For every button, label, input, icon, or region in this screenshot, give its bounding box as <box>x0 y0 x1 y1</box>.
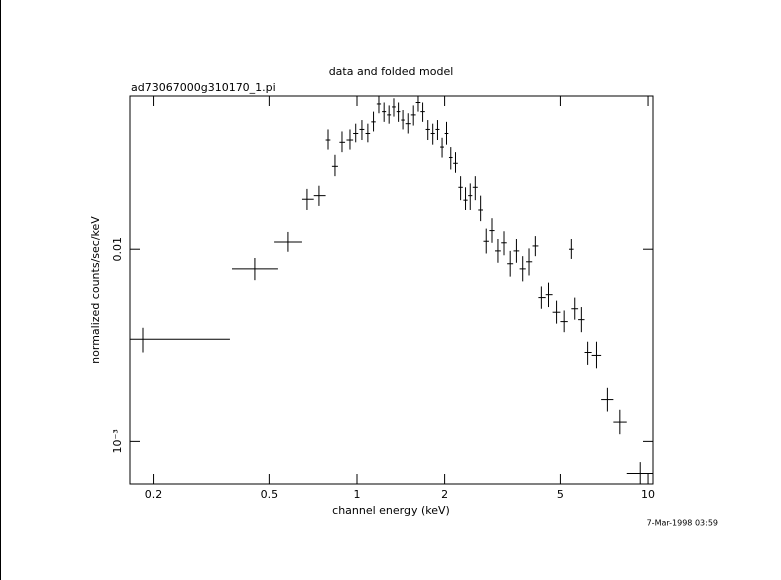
timestamp: 7-Mar-1998 03:59 <box>647 519 718 528</box>
x-tick-label: 10 <box>641 488 655 501</box>
x-tick-label: 5 <box>557 488 564 501</box>
x-axis-label: channel energy (keV) <box>332 504 450 517</box>
y-tick-label: 0.01 <box>111 237 124 262</box>
x-tick-label: 0.2 <box>145 488 163 501</box>
chart-title: data and folded model <box>329 65 454 78</box>
plot-frame <box>129 95 654 485</box>
y-axis-label: normalized counts/sec/keV <box>89 216 102 364</box>
x-tick-label: 0.5 <box>261 488 279 501</box>
x-tick-label: 2 <box>441 488 448 501</box>
chart-subtitle: ad73067000g310170_1.pi <box>131 81 276 94</box>
y-tick-label: 10⁻³ <box>111 429 124 453</box>
x-tick-label: 1 <box>353 488 360 501</box>
data-marks <box>130 96 653 484</box>
